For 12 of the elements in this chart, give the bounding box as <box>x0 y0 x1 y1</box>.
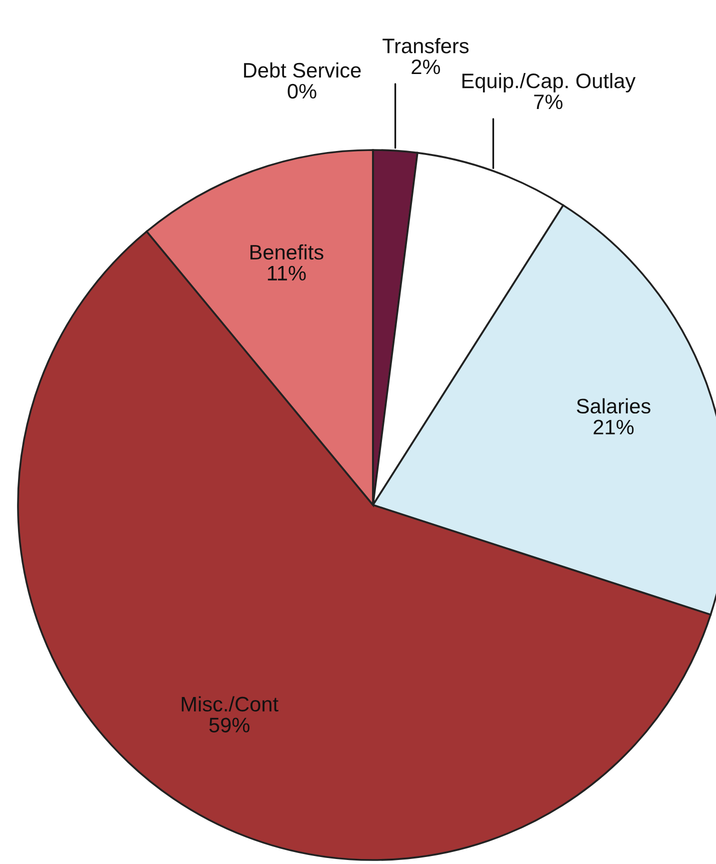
slice-label: Salaries <box>576 398 650 414</box>
slice-label: Transfers <box>382 38 469 54</box>
slice-label: Benefits <box>250 244 324 260</box>
slice-label: Equip./Cap. Outlay <box>462 73 636 92</box>
text: 0% <box>288 84 316 99</box>
data-label: 7% <box>534 94 562 110</box>
data-label: 2% <box>412 60 440 74</box>
data-label: 21% <box>594 420 634 434</box>
data-label: 59% <box>209 718 250 732</box>
category-label: Debt Service <box>244 62 361 78</box>
data-label: 11% <box>268 266 306 280</box>
slice-label: Misc./Cont <box>182 696 278 712</box>
